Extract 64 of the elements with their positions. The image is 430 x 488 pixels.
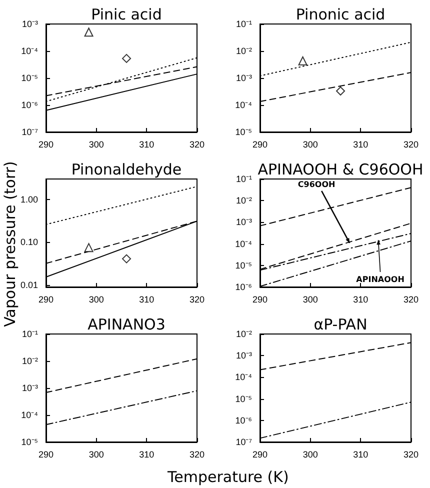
y-tick-label: 0.01: [20, 280, 38, 290]
y-tick-label: 10⁻⁴: [21, 410, 38, 420]
x-tick-label: 300: [88, 294, 104, 304]
y-tick-label: 10⁻⁵: [235, 127, 252, 137]
y-tick-label: 10⁻⁵: [21, 73, 38, 83]
x-tick-label: 320: [403, 450, 419, 460]
chart-title: αP-PAN: [314, 316, 368, 334]
x-tick-label: 320: [189, 140, 205, 150]
x-tick-label: 300: [302, 450, 318, 460]
y-tick-label: 10⁻⁵: [235, 260, 252, 270]
y-tick-label: 10⁻³: [22, 19, 38, 29]
y-tick-label: 10⁻³: [236, 350, 252, 361]
y-axis-title: Vapour pressure (torr): [0, 161, 19, 327]
y-tick-label: 10⁻⁷: [22, 127, 38, 137]
chart-title: Pinic acid: [91, 6, 162, 24]
y-tick-label: 10⁻⁶: [235, 282, 252, 292]
y-tick-label: 10⁻⁴: [235, 238, 252, 249]
y-tick-label: 10⁻³: [236, 217, 252, 228]
y-tick-label: 1.00: [20, 194, 38, 204]
annotation: C96OOH: [298, 180, 336, 189]
x-tick-label: 320: [403, 294, 419, 304]
y-tick-label: 10⁻¹: [236, 174, 252, 184]
chart-title: Pinonaldehyde: [71, 160, 182, 178]
x-tick-label: 310: [353, 450, 368, 460]
x-tick-label: 310: [353, 294, 368, 304]
x-tick-label: 300: [302, 140, 318, 150]
y-tick-label: 10⁻²: [236, 329, 252, 339]
x-tick-label: 300: [88, 450, 104, 460]
y-tick-label: 10⁻²: [22, 356, 38, 366]
y-tick-label: 10⁻¹: [22, 329, 38, 339]
y-tick-label: 10⁻⁵: [235, 394, 252, 404]
x-tick-label: 310: [139, 140, 154, 150]
x-tick-label: 290: [252, 450, 268, 460]
x-tick-label: 290: [38, 294, 54, 304]
y-tick-label: 10⁻²: [236, 46, 252, 56]
x-tick-label: 310: [353, 140, 368, 150]
y-tick-label: 10⁻³: [22, 383, 38, 393]
chart-title: APINANO3: [88, 316, 166, 334]
y-tick-label: 10⁻²: [236, 196, 252, 206]
chart-title: Pinonic acid: [296, 6, 386, 24]
y-tick-label: 10⁻⁷: [236, 437, 252, 447]
x-axis-title: Temperature (K): [168, 468, 289, 486]
y-tick-label: 10⁻⁶: [21, 100, 38, 110]
x-tick-label: 310: [139, 294, 154, 304]
annotation: APINAOOH: [356, 274, 404, 284]
y-tick-label: 10⁻⁴: [235, 100, 252, 110]
y-tick-label: 0.10: [20, 237, 38, 248]
y-tick-label: 10⁻¹: [236, 19, 252, 29]
y-tick-label: 10⁻³: [236, 73, 252, 83]
y-tick-label: 10⁻⁶: [235, 415, 252, 426]
x-tick-label: 320: [189, 450, 205, 460]
x-tick-label: 290: [252, 140, 268, 150]
x-tick-label: 300: [88, 140, 104, 150]
x-tick-label: 310: [139, 450, 154, 460]
y-tick-label: 10⁻⁴: [21, 46, 38, 56]
x-tick-label: 290: [252, 294, 268, 304]
y-tick-label: 10⁻⁴: [235, 372, 252, 382]
x-tick-label: 320: [403, 140, 419, 150]
chart-title: APINAOOH & C96OOH: [258, 160, 424, 178]
x-tick-label: 290: [38, 140, 54, 150]
x-tick-label: 290: [38, 450, 54, 460]
x-tick-label: 320: [189, 294, 205, 304]
y-tick-label: 10⁻⁵: [21, 437, 38, 447]
x-tick-label: 300: [302, 294, 318, 304]
